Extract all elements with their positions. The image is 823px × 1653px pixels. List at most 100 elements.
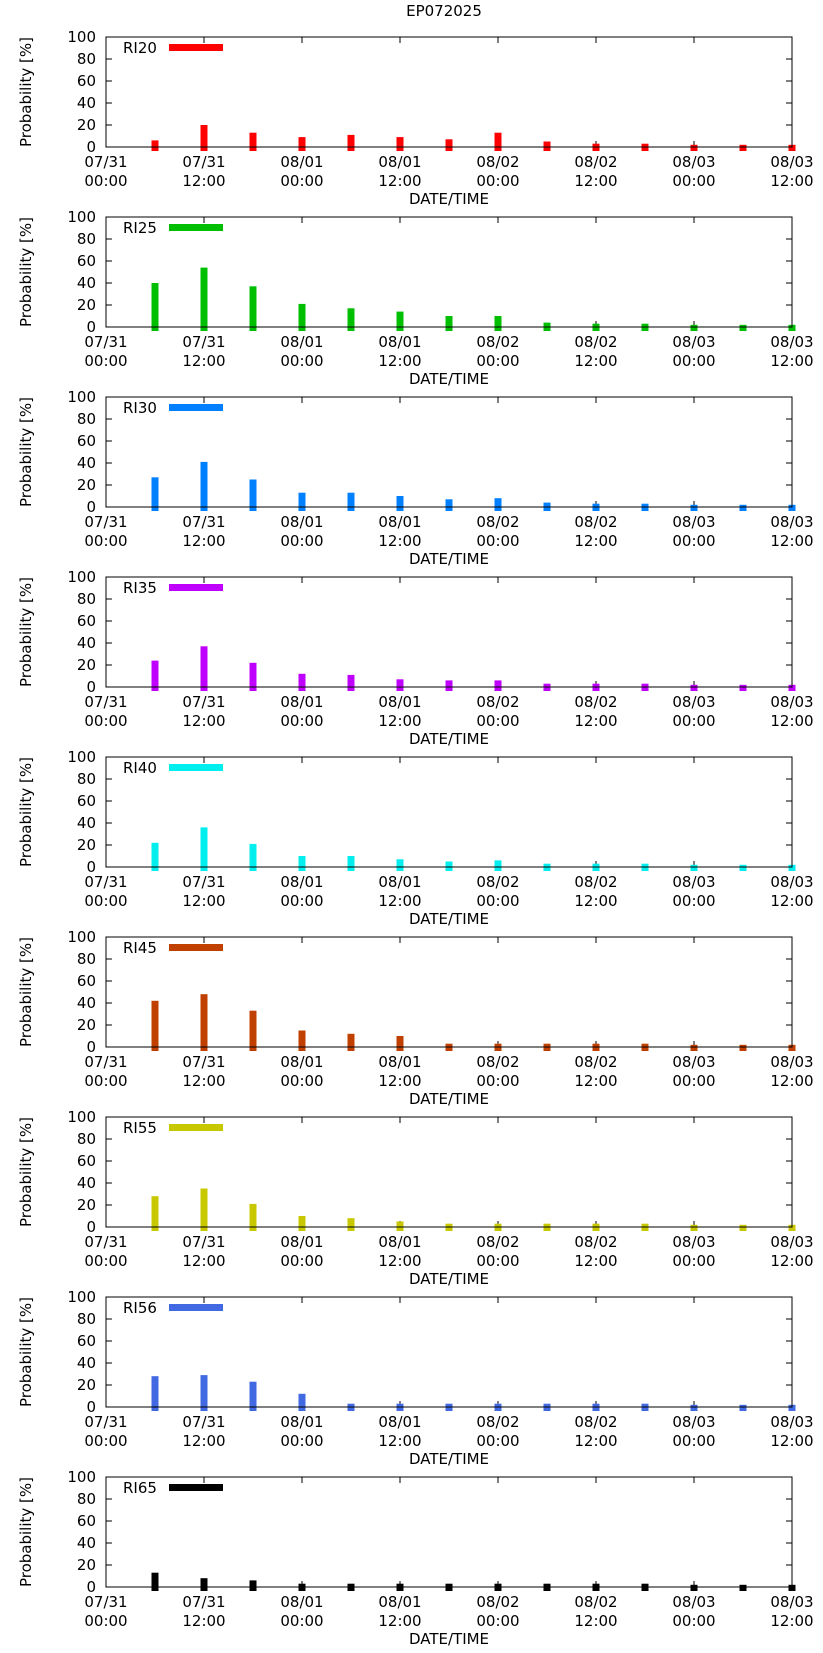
x-tick-time: 00:00 xyxy=(84,1072,127,1090)
x-tick-date: 08/01 xyxy=(280,1413,323,1431)
x-tick-date: 08/02 xyxy=(476,333,519,351)
panel-ri40: 02040608010007/3100:0007/3112:0008/0100:… xyxy=(17,748,814,928)
x-tick-time: 00:00 xyxy=(476,172,519,190)
x-tick-date: 08/03 xyxy=(672,333,715,351)
x-tick-time: 00:00 xyxy=(476,1072,519,1090)
x-tick-time: 00:00 xyxy=(672,172,715,190)
bar xyxy=(739,504,747,511)
bar xyxy=(151,283,159,331)
bar xyxy=(788,684,796,691)
panel-ri65: 02040608010007/3100:0007/3112:0008/0100:… xyxy=(17,1468,814,1648)
y-tick-label: 80 xyxy=(77,1310,96,1328)
y-tick-label: 80 xyxy=(77,1490,96,1508)
x-tick-date: 08/02 xyxy=(476,513,519,531)
x-tick-date: 08/03 xyxy=(672,153,715,171)
x-tick-time: 00:00 xyxy=(280,1432,323,1450)
x-tick-time: 12:00 xyxy=(378,712,421,730)
x-axis-label: DATE/TIME xyxy=(409,910,489,928)
x-tick-time: 12:00 xyxy=(378,532,421,550)
y-tick-label: 40 xyxy=(77,454,96,472)
y-tick-label: 60 xyxy=(77,972,96,990)
x-tick-date: 08/02 xyxy=(476,1593,519,1611)
bar xyxy=(151,1000,159,1051)
y-tick-label: 0 xyxy=(86,678,96,696)
y-tick-label: 60 xyxy=(77,432,96,450)
x-axis-label: DATE/TIME xyxy=(409,1090,489,1108)
y-tick-label: 100 xyxy=(67,388,96,406)
x-tick-time: 12:00 xyxy=(378,1612,421,1630)
bar xyxy=(151,660,159,691)
bar xyxy=(788,324,796,331)
bar xyxy=(151,1196,159,1231)
x-tick-date: 07/31 xyxy=(182,1413,225,1431)
x-tick-date: 07/31 xyxy=(84,1053,127,1071)
bar xyxy=(494,132,502,151)
y-tick-label: 100 xyxy=(67,28,96,46)
x-tick-time: 12:00 xyxy=(770,712,813,730)
x-axis-label: DATE/TIME xyxy=(409,550,489,568)
panel-ri35: 02040608010007/3100:0007/3112:0008/0100:… xyxy=(17,568,814,748)
legend-label: RI20 xyxy=(123,39,157,57)
bar xyxy=(739,144,747,151)
y-tick-label: 40 xyxy=(77,94,96,112)
x-tick-date: 08/01 xyxy=(378,1053,421,1071)
bar xyxy=(298,1393,306,1411)
panel-ri45: 02040608010007/3100:0007/3112:0008/0100:… xyxy=(17,928,814,1108)
bar xyxy=(690,1224,698,1231)
bar xyxy=(298,303,306,331)
x-tick-time: 00:00 xyxy=(476,892,519,910)
bar xyxy=(445,139,453,151)
bar xyxy=(249,1010,257,1051)
plot-frame xyxy=(105,756,793,868)
x-tick-time: 00:00 xyxy=(84,1432,127,1450)
x-tick-date: 08/02 xyxy=(476,1413,519,1431)
bar xyxy=(494,498,502,511)
x-tick-time: 00:00 xyxy=(672,352,715,370)
x-tick-date: 08/02 xyxy=(476,1053,519,1071)
x-tick-time: 12:00 xyxy=(770,352,813,370)
x-tick-date: 08/02 xyxy=(574,153,617,171)
x-tick-date: 08/02 xyxy=(574,333,617,351)
x-tick-time: 00:00 xyxy=(672,1432,715,1450)
x-tick-time: 12:00 xyxy=(770,1612,813,1630)
y-tick-label: 40 xyxy=(77,274,96,292)
bar xyxy=(347,492,355,511)
x-tick-time: 12:00 xyxy=(182,172,225,190)
x-tick-date: 08/03 xyxy=(672,513,715,531)
chart-title: EP072025 xyxy=(406,2,482,20)
bar xyxy=(739,1224,747,1231)
x-tick-time: 00:00 xyxy=(280,532,323,550)
x-tick-time: 12:00 xyxy=(182,892,225,910)
bar xyxy=(151,842,159,871)
x-tick-date: 08/01 xyxy=(280,1593,323,1611)
x-tick-time: 00:00 xyxy=(672,712,715,730)
x-tick-date: 08/02 xyxy=(476,153,519,171)
x-tick-time: 00:00 xyxy=(280,712,323,730)
bar xyxy=(151,477,159,511)
x-tick-date: 08/01 xyxy=(378,873,421,891)
x-axis-label: DATE/TIME xyxy=(409,190,489,208)
bar xyxy=(494,316,502,331)
bar xyxy=(200,994,208,1051)
bar xyxy=(151,140,159,151)
panel-ri20: 02040608010007/3100:0007/3112:0008/0100:… xyxy=(17,28,814,208)
x-tick-date: 07/31 xyxy=(182,153,225,171)
y-tick-label: 0 xyxy=(86,318,96,336)
x-tick-time: 12:00 xyxy=(574,1072,617,1090)
y-tick-label: 40 xyxy=(77,814,96,832)
x-tick-date: 08/02 xyxy=(574,1593,617,1611)
bar xyxy=(347,1033,355,1051)
x-tick-date: 07/31 xyxy=(182,1233,225,1251)
x-tick-time: 12:00 xyxy=(378,1432,421,1450)
x-tick-time: 12:00 xyxy=(770,1252,813,1270)
bar xyxy=(494,860,502,871)
bar xyxy=(788,1404,796,1411)
x-tick-time: 00:00 xyxy=(476,712,519,730)
x-tick-time: 00:00 xyxy=(280,1072,323,1090)
x-tick-date: 08/03 xyxy=(672,1233,715,1251)
y-tick-label: 40 xyxy=(77,1354,96,1372)
bar xyxy=(396,496,404,511)
y-tick-label: 20 xyxy=(77,1016,96,1034)
legend-label: RI56 xyxy=(123,1299,157,1317)
x-axis-label: DATE/TIME xyxy=(409,1630,489,1648)
